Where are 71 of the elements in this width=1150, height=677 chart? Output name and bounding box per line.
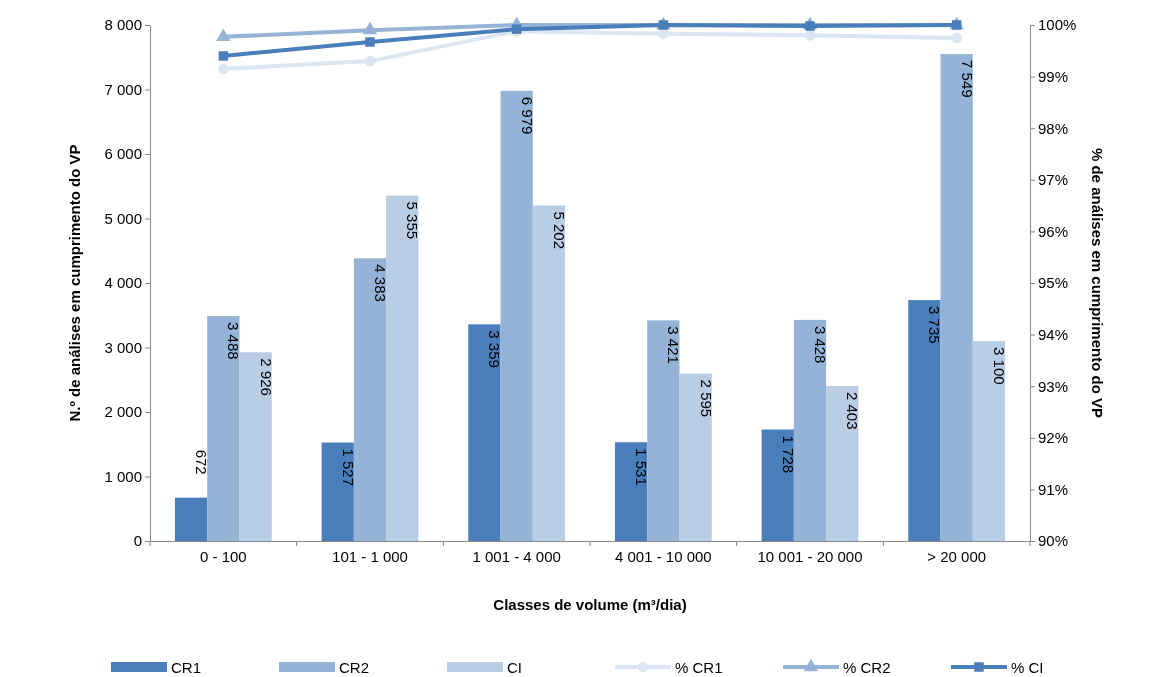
bar xyxy=(386,195,419,541)
y-tick-label: 3 000 xyxy=(104,338,142,356)
bar xyxy=(679,373,712,541)
y2-tick-label: 100% xyxy=(1038,16,1077,34)
y-tick-label: 5 000 xyxy=(104,209,142,227)
x-tick-label: 101 - 1 000 xyxy=(332,548,408,565)
bar xyxy=(793,319,827,541)
data-label: 1 527 xyxy=(339,448,357,487)
legend-label: CI xyxy=(507,659,522,676)
y-tick-label: 7 000 xyxy=(104,80,142,98)
bar xyxy=(207,316,240,541)
bar xyxy=(321,442,354,541)
bar xyxy=(500,90,533,541)
y2-tick-label: 95% xyxy=(1038,274,1069,292)
y-axis-title: N.º de análises em cumprimento do VP xyxy=(66,144,83,422)
bar xyxy=(940,54,973,541)
data-label: 7 549 xyxy=(958,60,976,98)
bar xyxy=(826,386,859,541)
y2-tick-label: 96% xyxy=(1038,222,1069,240)
y2-tick-label: 97% xyxy=(1038,171,1069,189)
data-label: 3 428 xyxy=(812,325,829,364)
legend-label: % CR1 xyxy=(675,659,723,676)
data-label: 2 595 xyxy=(697,379,715,418)
x-tick-label: 4 001 - 10 000 xyxy=(614,548,712,565)
y-tick-label: 8 000 xyxy=(104,16,142,34)
data-label: 5 202 xyxy=(550,211,568,250)
y-tick-label: 6 000 xyxy=(104,145,142,163)
data-label: 3 421 xyxy=(665,326,683,364)
y2-tick-label: 91% xyxy=(1038,480,1069,498)
legend-label: CR2 xyxy=(339,659,370,676)
data-label: 4 383 xyxy=(372,264,389,302)
y2-tick-label: 94% xyxy=(1038,325,1069,343)
legend-label: % CR2 xyxy=(843,659,891,676)
y2-tick-label: 99% xyxy=(1038,67,1069,85)
bar xyxy=(908,300,941,541)
y-tick-label: 2 000 xyxy=(104,403,142,421)
x-axis-title: Classes de volume (m³/dia) xyxy=(493,596,687,613)
y-tick-label: 0 xyxy=(133,532,142,550)
y2-axis-title: % de análises em cumprimento do VP xyxy=(1089,147,1106,419)
data-label: 3 359 xyxy=(486,330,504,368)
y-tick-label: 1 000 xyxy=(104,467,142,485)
data-label: 3 100 xyxy=(990,347,1008,385)
x-tick-label: 0 - 100 xyxy=(199,548,247,565)
bar xyxy=(972,341,1006,541)
y2-tick-label: 90% xyxy=(1038,532,1069,550)
legend-label: % CI xyxy=(1011,659,1044,676)
data-label: 3 735 xyxy=(926,306,944,344)
data-label: 1 728 xyxy=(779,435,797,474)
data-label: 6 979 xyxy=(518,96,536,135)
bar xyxy=(761,429,794,541)
bar xyxy=(174,497,208,541)
data-label: 3 488 xyxy=(225,322,243,360)
y2-tick-label: 98% xyxy=(1038,119,1069,137)
legend-label: CR1 xyxy=(171,659,202,676)
data-label: 672 xyxy=(193,449,211,475)
bar xyxy=(532,205,566,541)
data-label: 2 926 xyxy=(257,358,275,396)
bar xyxy=(468,324,501,541)
x-tick-label: 10 001 - 20 000 xyxy=(757,548,863,565)
bar xyxy=(614,442,648,541)
y2-tick-label: 92% xyxy=(1038,429,1069,447)
y2-tick-label: 93% xyxy=(1038,377,1069,395)
bar xyxy=(353,258,387,541)
data-label: 5 355 xyxy=(404,201,422,240)
bar xyxy=(647,320,680,541)
x-tick-label: 1 001 - 4 000 xyxy=(472,548,561,565)
data-label: 2 403 xyxy=(844,392,862,430)
x-tick-label: > 20 000 xyxy=(927,548,987,565)
bar xyxy=(239,352,272,541)
data-label: 1 531 xyxy=(633,448,651,486)
y-tick-label: 4 000 xyxy=(104,274,142,292)
